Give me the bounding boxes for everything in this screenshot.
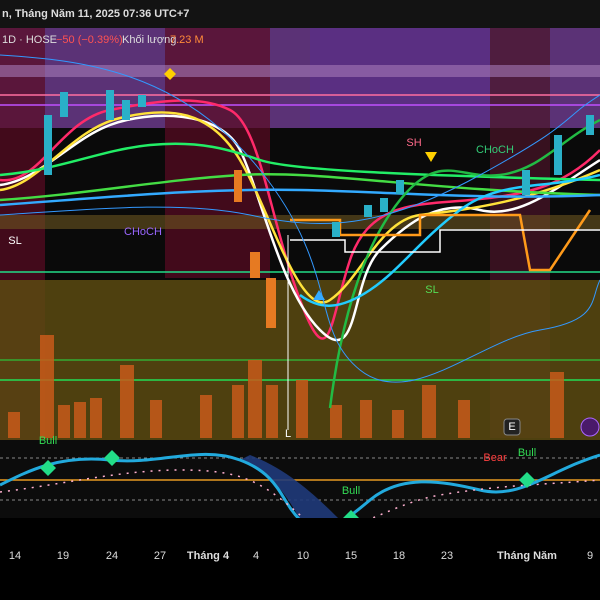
- header-text: Khối lượng: [122, 34, 176, 46]
- header-bar: [0, 0, 600, 28]
- osc-dots: [0, 469, 600, 529]
- arrow-marker: [425, 152, 437, 162]
- annotation-label: SL: [425, 284, 438, 296]
- annotation-label: E: [508, 421, 515, 433]
- x-tick-label: Tháng Năm: [497, 550, 557, 562]
- x-tick-label: 9: [587, 550, 593, 562]
- osc-cloud: [240, 455, 340, 520]
- annotation-label: SH: [406, 137, 421, 149]
- zone-band: [310, 28, 490, 128]
- x-tick-label: 14: [9, 550, 21, 562]
- annotation-label: CHoCH: [124, 226, 162, 238]
- ma-line: [0, 142, 600, 182]
- annotation-label: CHoCH: [476, 144, 514, 156]
- x-tick-label: 24: [106, 550, 118, 562]
- x-tick-label: 27: [154, 550, 166, 562]
- x-tick-label: 10: [297, 550, 309, 562]
- time-axis: [0, 518, 600, 600]
- annotation-label: Bear: [483, 452, 507, 464]
- ma-line: [0, 111, 600, 304]
- band-line: [0, 54, 600, 383]
- annotation-label: Bull: [518, 447, 536, 459]
- zone-band: [0, 65, 600, 77]
- annotation-label: Bull: [342, 485, 360, 497]
- ma-line: [0, 188, 600, 207]
- x-tick-label: 19: [57, 550, 69, 562]
- ma-line: [290, 229, 600, 253]
- candles: [44, 90, 594, 430]
- diamond-marker: [164, 68, 176, 80]
- band-line: [0, 94, 600, 224]
- ma-line: [328, 118, 600, 409]
- volume-bars: [8, 335, 564, 438]
- icon-button[interactable]: [580, 417, 600, 437]
- header-text: 1D · HOSE: [2, 34, 57, 46]
- annotation-label: SL: [8, 235, 21, 247]
- header-text: 7.23 M: [170, 34, 204, 46]
- zone-band: [0, 215, 600, 229]
- x-tick-label: 18: [393, 550, 405, 562]
- x-tick-label: 15: [345, 550, 357, 562]
- event-badge: [503, 418, 521, 436]
- header-text: −50 (−0.39%): [56, 34, 123, 46]
- x-tick-label: Tháng 4: [187, 550, 230, 562]
- annotation-label: Bull: [39, 435, 57, 447]
- annotation-label: L: [285, 428, 291, 440]
- header-text: n, Tháng Năm 11, 2025 07:36 UTC+7: [2, 8, 189, 20]
- x-tick-label: 23: [441, 550, 453, 562]
- ma-line: [0, 114, 600, 341]
- x-tick-label: 4: [253, 550, 259, 562]
- arrow-marker: [313, 290, 325, 300]
- ma-line: [0, 172, 600, 202]
